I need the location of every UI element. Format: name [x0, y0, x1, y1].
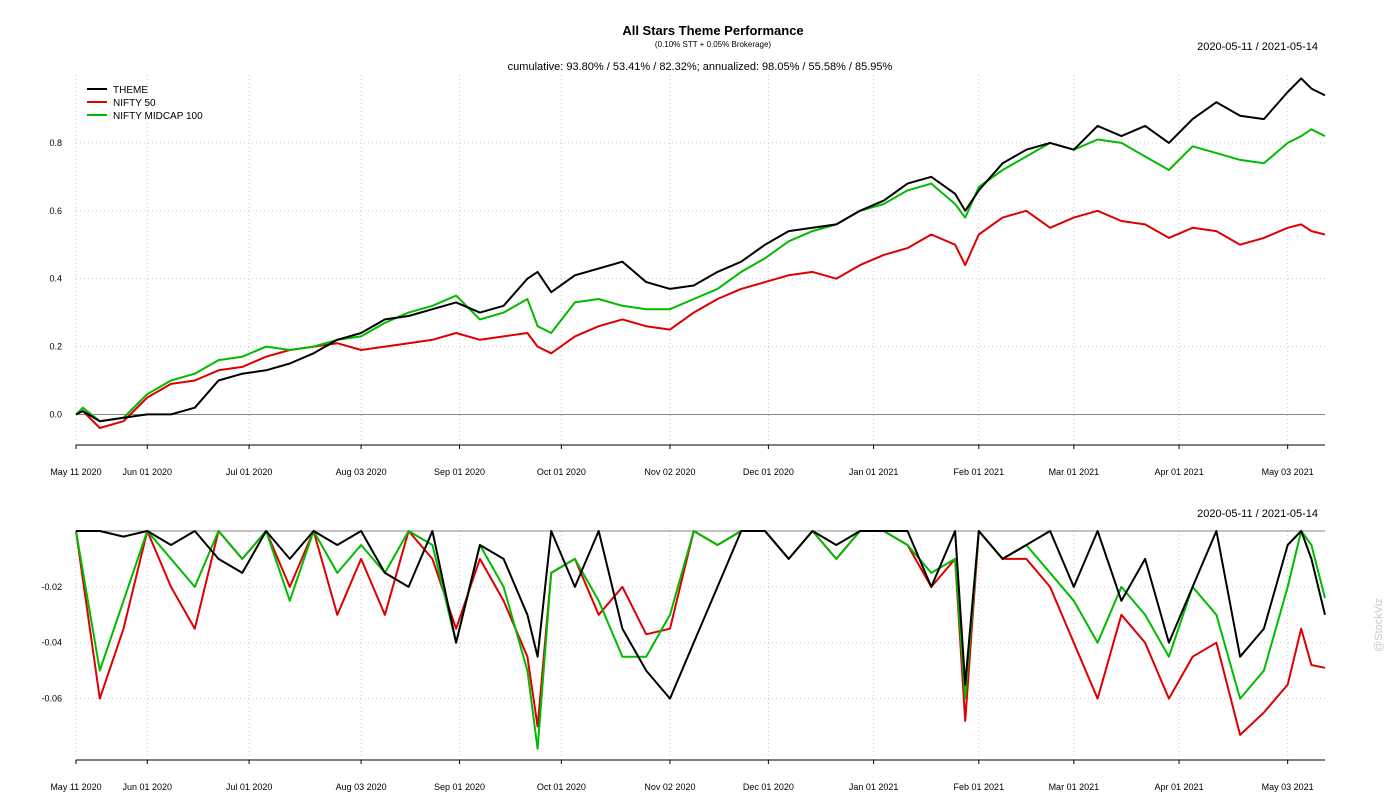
top-date-range: 2020-05-11 / 2021-05-14: [1197, 41, 1318, 53]
top-series-line-midcap: [75, 128, 1326, 423]
watermark: @StockViz: [1373, 598, 1385, 652]
legend-label-nifty50: NIFTY 50: [113, 98, 156, 109]
bottom-x-tick-label: May 11 2020: [50, 782, 101, 792]
top-grid: [75, 75, 1325, 445]
bottom-grid: [75, 531, 1325, 760]
top-y-tick-label: 0.2: [49, 342, 62, 352]
chart-subtitle: (0.10% STT + 0.05% Brokerage): [655, 40, 771, 49]
top-x-tick-label: Aug 03 2020: [336, 467, 387, 477]
bottom-x-tick-label: Aug 03 2020: [336, 782, 387, 792]
top-x-tick-label: Sep 01 2020: [434, 467, 485, 477]
top-x-tick-label: Jan 01 2021: [849, 467, 899, 477]
bottom-x-tick-label: Apr 01 2021: [1155, 782, 1204, 792]
bottom-y-tick-label: -0.02: [41, 582, 62, 592]
bottom-y-tick-label: -0.04: [41, 638, 62, 648]
top-series-line-theme: [75, 77, 1326, 423]
bottom-x-tick-label: Jun 01 2020: [123, 782, 173, 792]
legend-label-midcap: NIFTY MIDCAP 100: [113, 111, 203, 122]
bottom-series-line-theme: [76, 530, 1326, 700]
bottom-x-tick-label: Feb 01 2021: [954, 782, 1005, 792]
bottom-date-range: 2020-05-11 / 2021-05-14: [1197, 508, 1318, 520]
bottom-x-tick-label: Dec 01 2020: [743, 782, 794, 792]
cumulative-returns-panel: All Stars Theme Performance (0.10% STT +…: [49, 23, 1326, 477]
top-series-line-nifty50: [75, 209, 1326, 429]
top-x-tick-label: May 03 2021: [1262, 467, 1314, 477]
bottom-series-line-midcap: [75, 530, 1326, 750]
bottom-x-tick-label: Jan 01 2021: [849, 782, 899, 792]
top-x-tick-label: Mar 01 2021: [1049, 467, 1100, 477]
chart-stats: cumulative: 93.80% / 53.41% / 82.32%; an…: [508, 61, 893, 73]
bottom-x-tick-label: Nov 02 2020: [644, 782, 695, 792]
bottom-x-tick-label: May 03 2021: [1262, 782, 1314, 792]
top-y-tick-label: 0.6: [49, 206, 62, 216]
top-x-tick-label: Jun 01 2020: [123, 467, 173, 477]
top-y-tick-label: 0.8: [49, 138, 62, 148]
bottom-x-tick-label: Mar 01 2021: [1049, 782, 1100, 792]
drawdown-panel: 2020-05-11 / 2021-05-14 May 11 2020 Jun 0…: [41, 508, 1326, 792]
top-y-tick-label: 0.0: [49, 409, 62, 419]
top-x-tick-label: Oct 01 2020: [537, 467, 586, 477]
top-x-tick-label: May 11 2020: [50, 467, 101, 477]
chart-title: All Stars Theme Performance: [622, 23, 803, 38]
bottom-x-tick-label: Oct 01 2020: [537, 782, 586, 792]
top-x-tick-label: Jul 01 2020: [226, 467, 273, 477]
top-x-tick-label: Dec 01 2020: [743, 467, 794, 477]
bottom-x-tick-label: Sep 01 2020: [434, 782, 485, 792]
top-x-tick-label: Nov 02 2020: [644, 467, 695, 477]
bottom-y-tick-label: -0.06: [41, 694, 62, 704]
legend-label-theme: THEME: [113, 85, 148, 96]
top-x-tick-label: Feb 01 2021: [954, 467, 1005, 477]
top-x-tick-label: Apr 01 2021: [1155, 467, 1204, 477]
bottom-x-tick-label: Jul 01 2020: [226, 782, 273, 792]
top-y-tick-label: 0.4: [49, 274, 62, 284]
legend: THEME NIFTY 50 NIFTY MIDCAP 100: [87, 85, 203, 122]
bottom-series-line-nifty50: [75, 530, 1326, 736]
